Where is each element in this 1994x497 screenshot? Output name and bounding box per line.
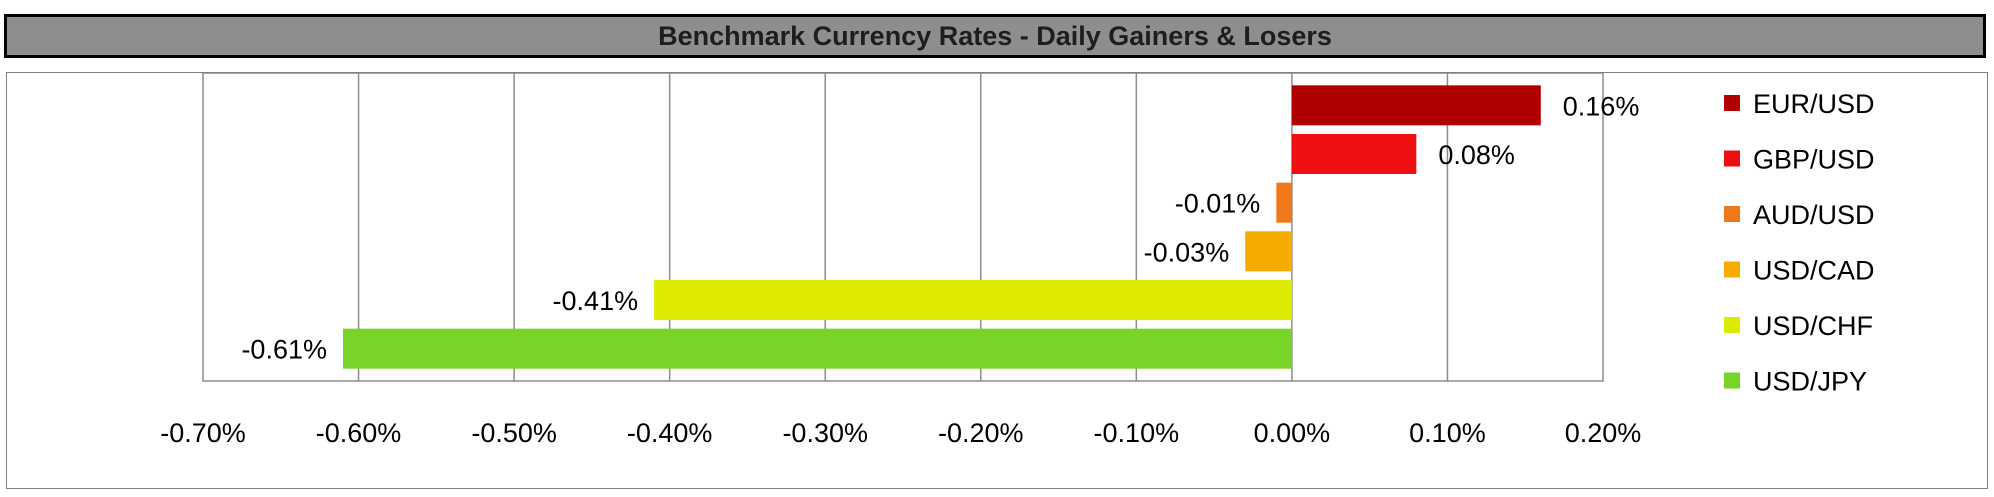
legend-swatch (1724, 95, 1740, 111)
legend-label: AUD/USD (1753, 200, 1875, 230)
x-axis-tick-labels: -0.70% -0.60% -0.50% -0.40% -0.30% -0.20% -0.1… (160, 418, 1641, 448)
legend-swatch (1724, 372, 1740, 389)
legend-label: EUR/USD (1753, 89, 1875, 119)
data-label: -0.61% (241, 335, 327, 365)
x-tick-label: 0.00% (1254, 418, 1331, 448)
chart-title-bar: Benchmark Currency Rates - Daily Gainers… (4, 14, 1986, 58)
data-label: -0.03% (1144, 237, 1230, 267)
bar-usd-jpy (343, 328, 1292, 369)
bar-gbp-usd (1291, 134, 1417, 174)
bar-aud-usd (1276, 182, 1292, 223)
data-label: -0.41% (553, 286, 639, 316)
data-labels: 0.16% 0.08% -0.01% -0.03% -0.41% -0.61% (241, 91, 1639, 364)
legend-label: USD/CAD (1753, 256, 1875, 286)
x-tick-label: -0.20% (938, 418, 1024, 448)
legend-swatch (1724, 150, 1740, 167)
bar-usd-cad (1245, 231, 1292, 272)
bar-usd-chf (654, 280, 1292, 320)
data-label: 0.08% (1438, 140, 1515, 170)
bars (343, 85, 1541, 369)
data-label: -0.01% (1175, 189, 1261, 219)
legend-label: GBP/USD (1753, 145, 1875, 175)
legend: EUR/USD GBP/USD AUD/USD USD/CAD USD/CHF USD/J… (1724, 89, 1875, 397)
x-tick-label: 0.10% (1409, 418, 1486, 448)
legend-swatch (1724, 206, 1740, 222)
x-tick-label: -0.50% (471, 418, 557, 448)
bar-eur-usd (1291, 85, 1541, 126)
x-tick-label: -0.40% (627, 418, 713, 448)
legend-label: USD/JPY (1753, 367, 1867, 397)
chart-frame: 0.16% 0.08% -0.01% -0.03% -0.41% -0.61% -0.70… (6, 72, 1988, 489)
data-label: 0.16% (1563, 91, 1640, 121)
x-tick-label: 0.20% (1565, 418, 1642, 448)
legend-swatch (1724, 317, 1740, 333)
legend-label: USD/CHF (1753, 311, 1873, 341)
chart-title: Benchmark Currency Rates - Daily Gainers… (658, 20, 1332, 51)
x-tick-label: -0.10% (1094, 418, 1180, 448)
x-tick-label: -0.70% (160, 418, 246, 448)
x-tick-label: -0.60% (316, 418, 402, 448)
bar-chart: 0.16% 0.08% -0.01% -0.03% -0.41% -0.61% -0.70… (160, 73, 1875, 448)
legend-swatch (1724, 261, 1740, 278)
x-tick-label: -0.30% (782, 418, 868, 448)
